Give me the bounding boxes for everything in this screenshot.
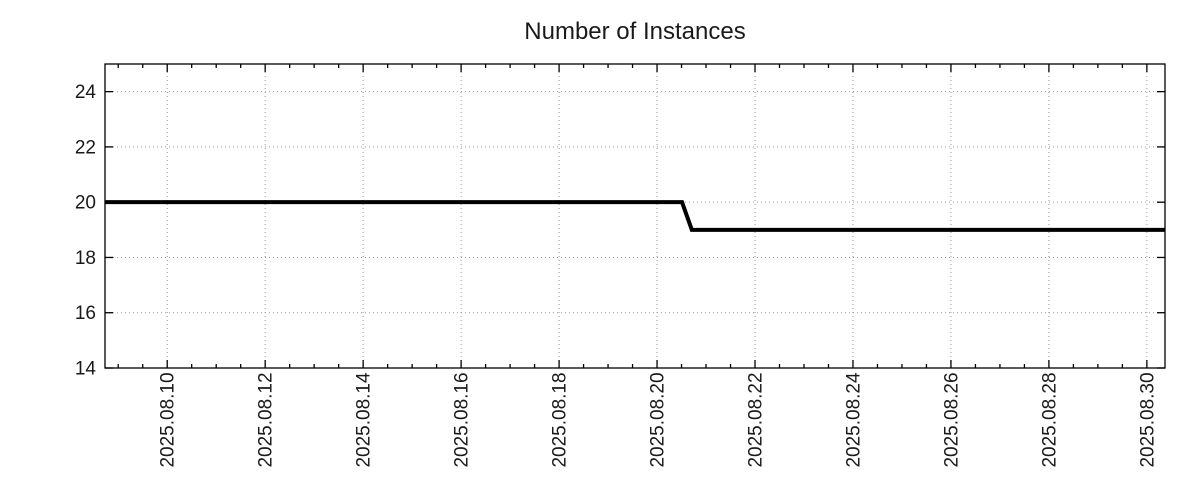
y-tick-label: 14: [75, 359, 97, 380]
x-tick-label: 2025.08.28: [1039, 372, 1060, 467]
x-tick-label: 2025.08.26: [941, 372, 962, 467]
x-tick-label: 2025.08.30: [1137, 372, 1158, 467]
chart-title: Number of Instances: [524, 18, 745, 45]
series-layer: [105, 200, 1165, 232]
grid-layer: [105, 64, 1165, 368]
x-tick-label: 2025.08.24: [843, 372, 864, 468]
series-line-instances: [105, 200, 1165, 232]
y-tick-label: 24: [75, 82, 97, 103]
frame-layer: [104, 63, 1166, 369]
y-tick-label: 22: [75, 137, 96, 158]
x-tick-label: 2025.08.22: [746, 372, 767, 467]
y-tick-label: 18: [75, 248, 96, 269]
y-tick-label: 20: [75, 193, 96, 214]
x-tick-label: 2025.08.10: [158, 372, 179, 467]
plot-border: [104, 63, 1166, 369]
x-tick-label: 2025.08.20: [648, 372, 669, 467]
x-tick-label: 2025.08.14: [354, 372, 375, 468]
x-tick-label: 2025.08.18: [550, 372, 571, 467]
labels-layer: 14 16 18 20 22 24 2025.08.10 2025.08.12 2025.08.…: [75, 82, 1159, 467]
x-tick-label: 2025.08.12: [256, 372, 277, 467]
y-tick-label: 16: [75, 303, 96, 324]
x-tick-label: 2025.08.16: [452, 372, 473, 467]
ticks-layer: [105, 64, 1165, 369]
